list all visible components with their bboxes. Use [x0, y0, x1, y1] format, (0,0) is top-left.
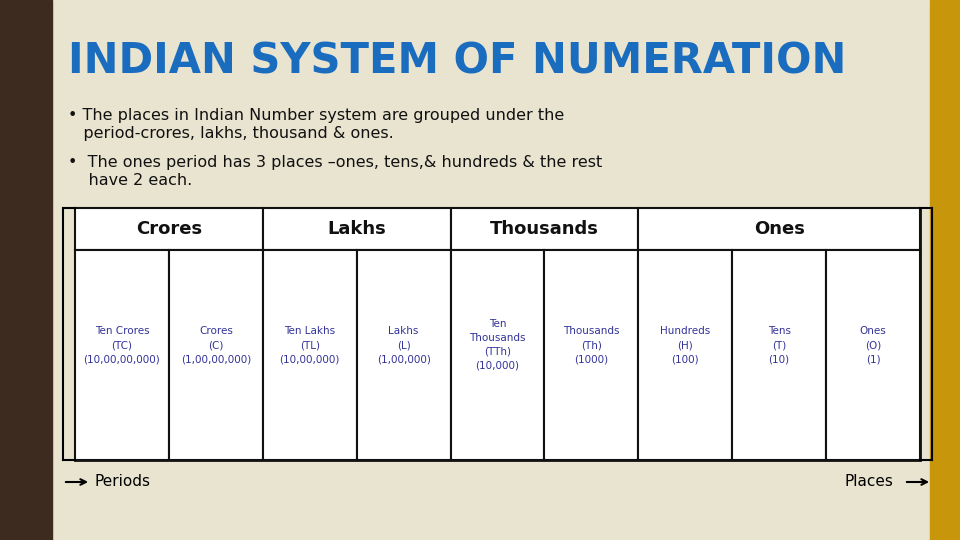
Bar	[0, 0, 52, 540]
Bar	[732, 250, 827, 460]
Text: Hundreds
(H)
(100): Hundreds (H) (100)	[660, 326, 710, 364]
Text: Periods: Periods	[95, 475, 151, 489]
Text: Places: Places	[845, 475, 894, 489]
Text: Ones
(O)
(1): Ones (O) (1)	[860, 326, 886, 364]
Text: Ten Lakhs
(TL)
(10,00,000): Ten Lakhs (TL) (10,00,000)	[279, 326, 340, 364]
Text: Ten Crores
(TC)
(10,00,00,000): Ten Crores (TC) (10,00,00,000)	[84, 326, 160, 364]
Text: Crores: Crores	[135, 220, 202, 238]
Text: • The places in Indian Number system are grouped under the: • The places in Indian Number system are…	[68, 108, 564, 123]
Text: Lakhs
(L)
(1,00,000): Lakhs (L) (1,00,000)	[376, 326, 430, 364]
Bar	[827, 250, 920, 460]
Text: Ones: Ones	[754, 220, 804, 238]
Text: period-crores, lakhs, thousand & ones.: period-crores, lakhs, thousand & ones.	[68, 126, 394, 141]
Bar	[638, 250, 732, 460]
Bar	[357, 250, 450, 460]
Bar	[544, 250, 638, 460]
Text: Crores
(C)
(1,00,00,000): Crores (C) (1,00,00,000)	[180, 326, 251, 364]
Bar	[450, 250, 544, 460]
Bar	[75, 250, 169, 460]
Text: INDIAN SYSTEM OF NUMERATION: INDIAN SYSTEM OF NUMERATION	[68, 41, 847, 83]
Bar	[263, 208, 450, 250]
Text: Thousands: Thousands	[490, 220, 599, 238]
Text: Ten
Thousands
(TTh)
(10,000): Ten Thousands (TTh) (10,000)	[469, 319, 526, 371]
Bar	[75, 208, 920, 460]
Text: Tens
(T)
(10): Tens (T) (10)	[768, 326, 791, 364]
Text: Thousands
(Th)
(1000): Thousands (Th) (1000)	[564, 326, 619, 364]
Bar	[75, 208, 263, 250]
Bar	[638, 208, 920, 250]
Text: •  The ones period has 3 places –ones, tens,& hundreds & the rest: • The ones period has 3 places –ones, te…	[68, 155, 602, 170]
Text: Lakhs: Lakhs	[327, 220, 386, 238]
Text: have 2 each.: have 2 each.	[68, 173, 192, 188]
Bar	[169, 250, 263, 460]
Bar	[450, 208, 638, 250]
Bar	[930, 0, 960, 540]
Bar	[263, 250, 357, 460]
